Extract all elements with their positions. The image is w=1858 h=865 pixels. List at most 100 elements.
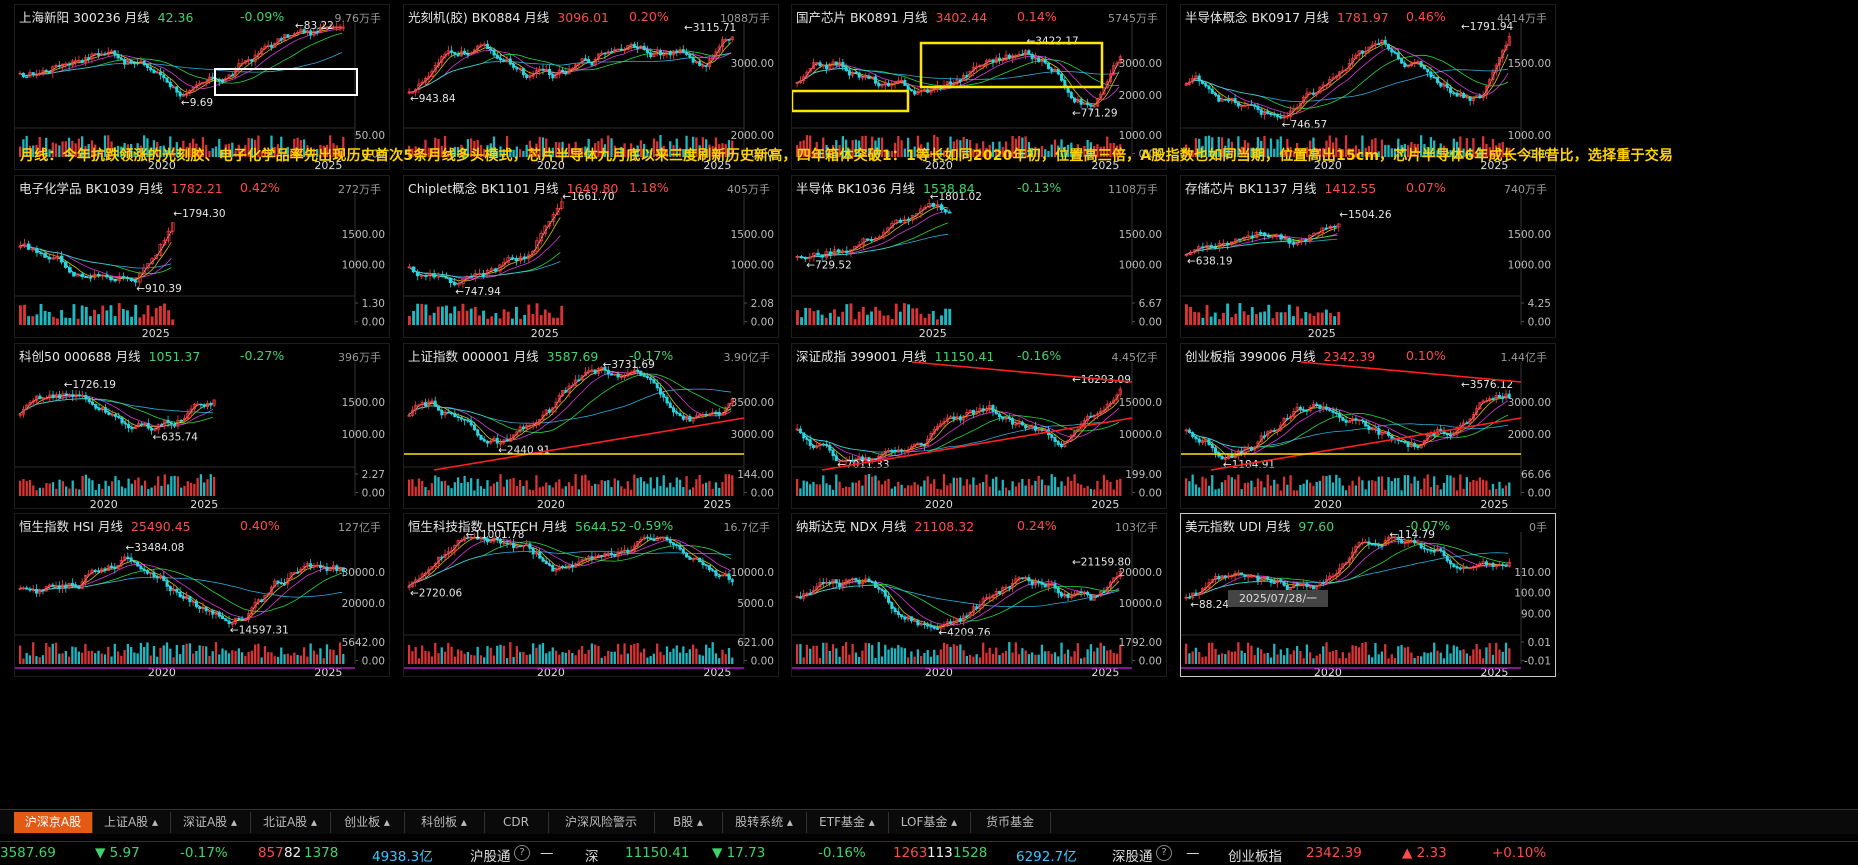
- chart-panel[interactable]: 上海新阳 300236 月线 42.36 -0.09% 9.76万手 ←83.22 ←9.…: [14, 4, 390, 170]
- volume-bar: [799, 141, 802, 157]
- candle-body: [204, 606, 208, 612]
- candle-body: [201, 81, 205, 84]
- candlestick-chart[interactable]: ←1794.30←910.391500.001000.001.300.00202…: [15, 176, 390, 338]
- hgt-label[interactable]: 沪股通: [470, 849, 511, 865]
- volume-bar: [1315, 147, 1318, 157]
- volume-bar: [211, 148, 214, 157]
- chart-panel[interactable]: 恒生指数 HSI 月线 25490.45 0.40% 127亿手 ←33484.08 ←1…: [14, 513, 390, 677]
- volume-bar: [629, 143, 633, 157]
- market-tab[interactable]: 创业板 ▴: [330, 812, 405, 833]
- volume-bar: [512, 149, 515, 157]
- volume-bar: [1312, 658, 1315, 664]
- market-tab[interactable]: 货币基金: [970, 812, 1051, 833]
- candle-body: [1316, 232, 1320, 235]
- chart-panel[interactable]: 国产芯片 BK0891 月线 3402.44 0.14% 5745万手 ←3422.17…: [791, 4, 1167, 170]
- candlestick-chart[interactable]: ←3576.12←1184.913000.002000.0066.060.002…: [1181, 344, 1556, 509]
- chart-panel[interactable]: 光刻机(胶) BK0884 月线 3096.01 0.20% 1088万手 ←3115.…: [403, 4, 779, 170]
- hgt-help-icon[interactable]: ?: [514, 845, 530, 861]
- volume-bar: [1102, 146, 1106, 157]
- volume-bar: [718, 144, 721, 157]
- candle-body: [18, 413, 22, 416]
- volume-bar: [280, 136, 283, 157]
- candle-body: [132, 560, 136, 563]
- candlestick-chart[interactable]: ←21159.80←4209.7620000.010000.01792.000.…: [792, 514, 1167, 677]
- volume-bar: [831, 489, 835, 496]
- volume-bar: [1279, 649, 1282, 664]
- market-tab[interactable]: 沪深京A股: [14, 812, 93, 833]
- candle-body: [1344, 420, 1348, 423]
- chart-panel[interactable]: 半导体概念 BK0917 月线 1781.97 0.46% 4414万手 ←1791.9…: [1180, 4, 1556, 170]
- candle-body: [1377, 428, 1381, 435]
- candle-body: [512, 434, 516, 439]
- candlestick-chart[interactable]: ←1726.19←635.741500.001000.002.270.00202…: [15, 344, 390, 509]
- sgt-label[interactable]: 深股通: [1112, 849, 1153, 865]
- volume-bar: [1044, 149, 1047, 157]
- candlestick-chart[interactable]: ←1504.26←638.191500.001000.004.250.00202…: [1181, 176, 1556, 338]
- candlestick-chart[interactable]: ←1801.02←729.521500.001000.006.670.00202…: [792, 176, 1167, 338]
- chart-panel[interactable]: 创业板指 399006 月线 2342.39 0.10% 1.44亿手 ←3576.12…: [1180, 343, 1556, 509]
- market-tab[interactable]: 北证A股 ▴: [250, 812, 331, 833]
- candlestick-chart[interactable]: ←1661.70←747.941500.001000.002.080.00202…: [404, 176, 779, 338]
- candle-body: [1507, 393, 1511, 399]
- candle-body: [1105, 586, 1109, 593]
- volume-bar: [652, 488, 656, 496]
- candle-body: [1452, 433, 1456, 436]
- volume-bar: [685, 653, 688, 664]
- candlestick-chart[interactable]: ←114.79←88.24110.00100.0090.000.01-0.012…: [1181, 514, 1556, 677]
- chart-panel[interactable]: 美元指数 UDI 月线 97.60 -0.07% 0手 ←114.79 ←88.24 110…: [1180, 513, 1556, 677]
- volume-bar: [1263, 487, 1266, 496]
- volume-bar: [1316, 312, 1320, 325]
- candlestick-chart[interactable]: ←3422.17←771.293000.002000.001000.000.00…: [792, 5, 1167, 170]
- chart-panel[interactable]: Chiplet概念 BK1101 月线 1649.80 1.18% 405万手 ←166…: [403, 175, 779, 338]
- market-tab[interactable]: B股 ▴: [654, 812, 723, 833]
- candle-body: [1468, 96, 1472, 101]
- chart-panel[interactable]: 科创50 000688 月线 1051.37 -0.27% 396万手 ←1726.19…: [14, 343, 390, 509]
- chart-panel[interactable]: 恒生科技指数 HSTECH 月线 5644.52 -0.59% 16.7亿手 ←1100…: [403, 513, 779, 677]
- candlestick-chart[interactable]: ←33484.08←14597.3130000.020000.05642.000…: [15, 514, 390, 677]
- volume-bar: [1224, 654, 1227, 664]
- volume-bar: [1014, 138, 1017, 157]
- chart-panel[interactable]: 纳斯达克 NDX 月线 21108.32 0.24% 103亿手 ←21159.80 ←4…: [791, 513, 1167, 677]
- sgt-help-icon[interactable]: ?: [1156, 845, 1172, 861]
- market-tab[interactable]: 沪深风险警示: [548, 812, 655, 833]
- candle-body: [610, 373, 614, 376]
- volume-bar: [1017, 482, 1021, 496]
- chart-panel[interactable]: 深证成指 399001 月线 11150.41 -0.16% 4.45亿手 ←16293…: [791, 343, 1167, 509]
- candle-body: [212, 399, 216, 406]
- volume-bar: [1393, 478, 1397, 496]
- chart-panel[interactable]: 电子化学品 BK1039 月线 1782.21 0.42% 272万手 ←1794.30…: [14, 175, 390, 338]
- chart-panel[interactable]: 上证指数 000001 月线 3587.69 -0.17% 3.90亿手 ←3731.6…: [403, 343, 779, 509]
- market-tab[interactable]: ETF基金 ▴: [806, 812, 889, 833]
- volume-bar: [64, 650, 67, 664]
- volume-bar: [109, 305, 113, 325]
- volume-bar: [949, 136, 952, 157]
- candle-body: [430, 400, 434, 403]
- volume-bar: [1410, 483, 1413, 496]
- market-tab[interactable]: 科创板 ▴: [404, 812, 485, 833]
- volume-bar: [1063, 146, 1066, 157]
- candle-body: [230, 74, 234, 77]
- market-tab[interactable]: 深证A股 ▴: [170, 812, 251, 833]
- volume-bar: [518, 480, 522, 496]
- market-tab[interactable]: CDR: [484, 812, 549, 833]
- candle-body: [534, 70, 538, 74]
- candlestick-chart[interactable]: ←3731.69←2440.913500.003000.00144.000.00…: [404, 344, 779, 509]
- candle-body: [482, 537, 486, 540]
- candle-body: [707, 59, 711, 67]
- chart-panel[interactable]: 半导体 BK1036 月线 1538.84 -0.13% 1108万手 ←1801.02…: [791, 175, 1167, 338]
- candle-body: [198, 606, 202, 610]
- volume-bar: [1442, 482, 1446, 496]
- candlestick-chart[interactable]: ←11001.78←2720.0610000.05000.0621.000.00…: [404, 514, 779, 677]
- market-tab[interactable]: 股转系统 ▴: [722, 812, 807, 833]
- candle-body: [1033, 57, 1037, 60]
- market-tab[interactable]: LOF基金 ▴: [888, 812, 971, 833]
- market-tab[interactable]: 上证A股 ▴: [92, 812, 171, 833]
- candlestick-chart[interactable]: ←16293.09←7011.3315000.010000.0199.000.0…: [792, 344, 1167, 509]
- volume-bar: [1302, 483, 1305, 496]
- candle-body: [54, 585, 58, 587]
- volume-bar: [551, 147, 554, 157]
- chart-panel[interactable]: 存储芯片 BK1137 月线 1412.55 0.07% 740万手 ←1504.26 ←…: [1180, 175, 1556, 338]
